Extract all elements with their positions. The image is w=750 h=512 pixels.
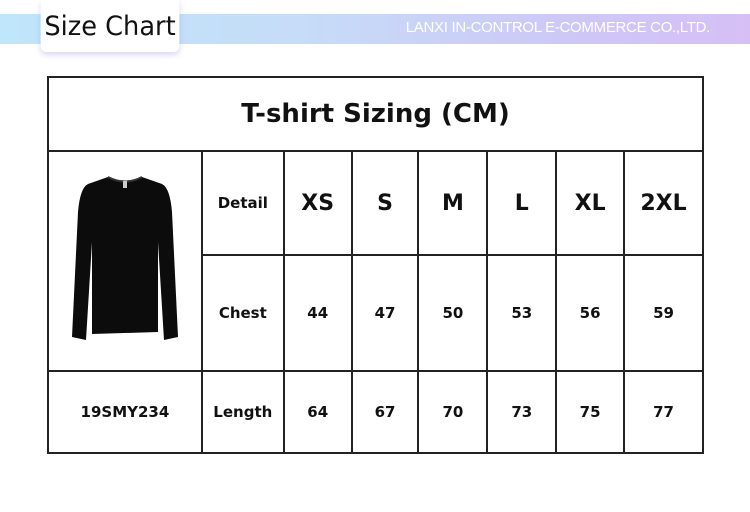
- cell-value: 67: [350, 370, 420, 454]
- column-header-xs: XS: [282, 150, 353, 256]
- cell-value: 56: [555, 254, 626, 372]
- cell-value: 50: [417, 254, 489, 372]
- cell-value: 44: [282, 254, 353, 372]
- cell-value: 70: [417, 370, 489, 454]
- row-label: Length: [200, 370, 285, 454]
- cell-value: 64: [282, 370, 353, 454]
- column-header-detail: Detail: [200, 150, 285, 256]
- product-image-cell: [47, 150, 203, 372]
- cell-value: 73: [486, 370, 558, 454]
- row-label: Chest: [200, 254, 285, 372]
- cell-value: 59: [623, 254, 704, 372]
- column-header-m: M: [417, 150, 489, 256]
- product-code: 19SMY234: [47, 370, 203, 454]
- tshirt-image: [71, 175, 178, 340]
- size-table: T-shirt Sizing (CM) Detail XS S M L XL 2…: [47, 76, 704, 454]
- header-row: Detail XS S M L XL 2XL: [47, 150, 704, 372]
- size-chart-label: Size Chart: [40, 0, 180, 52]
- cell-value: 75: [555, 370, 626, 454]
- table-title: T-shirt Sizing (CM): [47, 76, 704, 152]
- column-header-l: L: [486, 150, 558, 256]
- column-header-s: S: [350, 150, 420, 256]
- table-row-length: 19SMY234 Length 64 67 70 73 75 77: [47, 370, 704, 454]
- cell-value: 47: [350, 254, 420, 372]
- cell-value: 53: [486, 254, 558, 372]
- company-name: LANXI IN-CONTROL E-COMMERCE CO.,LTD.: [405, 19, 711, 36]
- column-header-xl: XL: [555, 150, 626, 256]
- cell-value: 77: [623, 370, 704, 454]
- column-header-2xl: 2XL: [623, 150, 704, 256]
- table-row-chest: Chest 44 47 50 53 56 59: [48, 254, 704, 372]
